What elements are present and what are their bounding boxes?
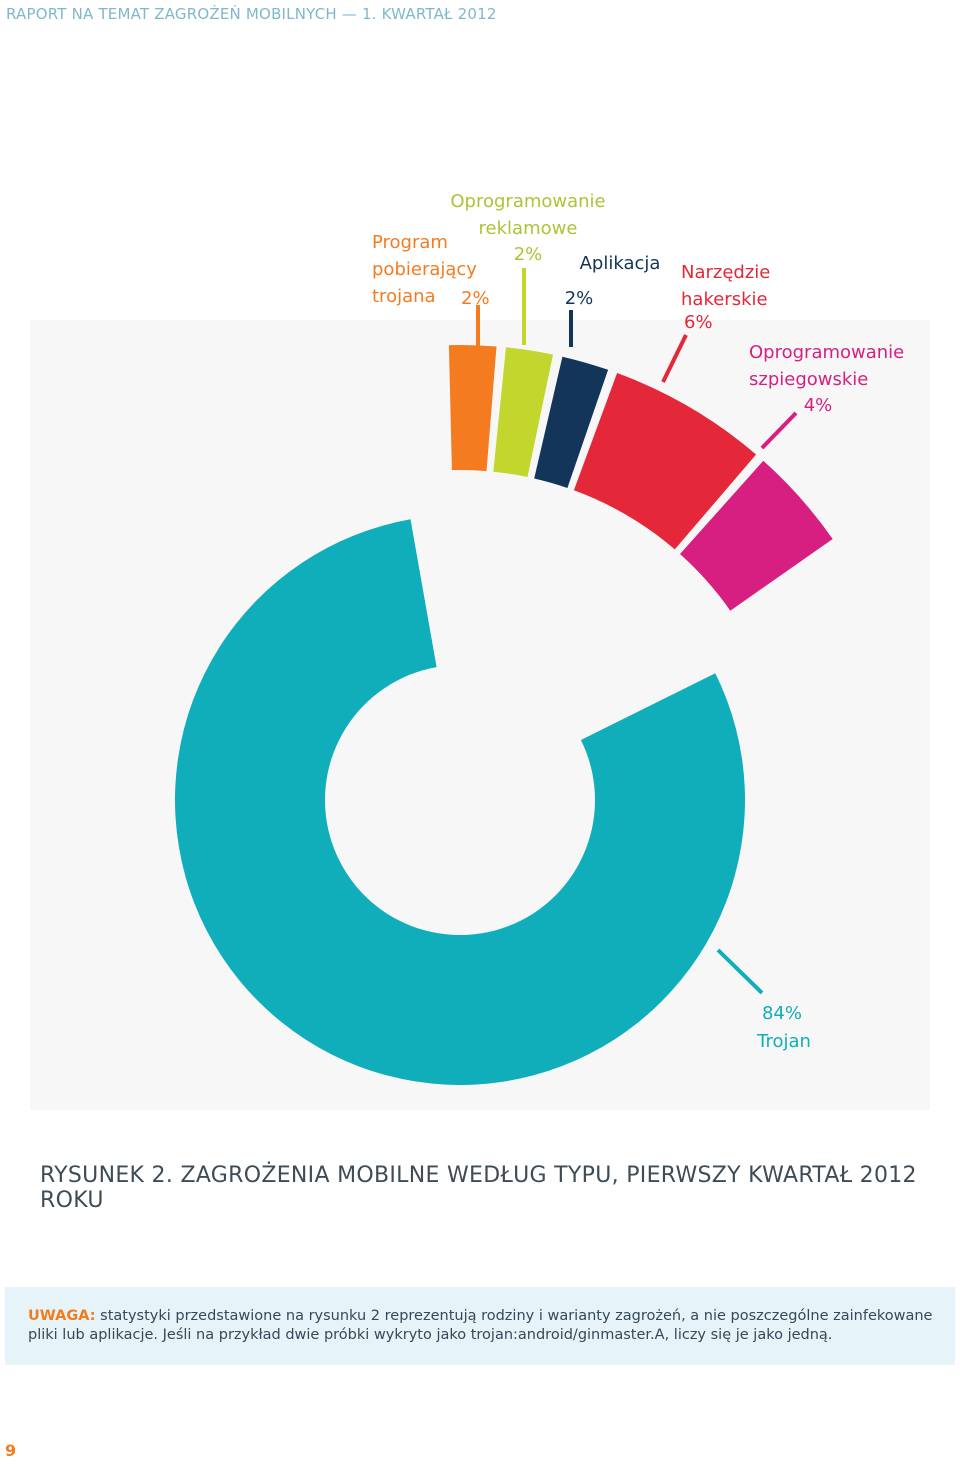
slice-aplikacja	[534, 356, 609, 488]
value-label-program-pobierajacy-trojana: 2%	[461, 288, 490, 309]
leader-line-trojan	[716, 948, 764, 995]
category-label-narzedzie-hakerskie: Narzędzie	[681, 262, 770, 283]
category-label-aplikacja: Aplikacja	[580, 253, 661, 274]
category-label-oprogramowanie-szpiegowskie: szpiegowskie	[749, 369, 868, 390]
value-label-oprogramowanie-reklamowe: 2%	[514, 244, 543, 265]
value-label-oprogramowanie-szpiegowskie: 4%	[804, 395, 833, 416]
category-label-program-pobierajacy-trojana: Program	[372, 232, 448, 253]
note-text: UWAGA: statystyki przedstawione na rysun…	[28, 1307, 938, 1345]
value-label-narzedzie-hakerskie: 6%	[684, 312, 713, 333]
page-number: 9	[5, 1441, 17, 1460]
slice-oprogramowanie-szpiegowskie	[680, 460, 833, 611]
category-label-program-pobierajacy-trojana: trojana	[372, 286, 436, 307]
category-label-oprogramowanie-szpiegowskie: Oprogramowanie	[749, 342, 904, 363]
category-label-trojan: Trojan	[756, 1031, 811, 1052]
leader-line-narzedzie-hakerskie	[661, 334, 688, 383]
running-header: RAPORT NA TEMAT ZAGROŻEŃ MOBILNYCH — 1. …	[6, 5, 497, 23]
slice-trojan	[174, 519, 745, 1085]
slice-program-pobierajacy-trojana	[448, 344, 497, 472]
category-label-narzedzie-hakerskie: hakerskie	[681, 289, 768, 310]
value-label-aplikacja: 2%	[565, 288, 594, 309]
category-label-oprogramowanie-reklamowe: Oprogramowanie	[450, 191, 605, 212]
figure-caption: RYSUNEK 2. ZAGROŻENIA MOBILNE WEDŁUG TYP…	[40, 1163, 917, 1213]
threat-type-donut-chart: Program pobierający trojana 2% Oprogramowani…	[174, 191, 904, 1085]
slice-narzedzie-hakerskie	[573, 373, 757, 550]
value-label-trojan: 84%	[762, 1003, 802, 1024]
note-box: UWAGA: statystyki przedstawione na rysun…	[5, 1287, 955, 1365]
slice-oprogramowanie-reklamowe	[493, 347, 553, 477]
leader-line-oprogramowanie-szpiegowskie	[760, 411, 798, 450]
note-body: statystyki przedstawione na rysunku 2 re…	[28, 1308, 933, 1343]
note-label: UWAGA:	[28, 1308, 96, 1324]
category-label-oprogramowanie-reklamowe: reklamowe	[479, 218, 578, 239]
category-label-program-pobierajacy-trojana: pobierający	[372, 259, 477, 280]
